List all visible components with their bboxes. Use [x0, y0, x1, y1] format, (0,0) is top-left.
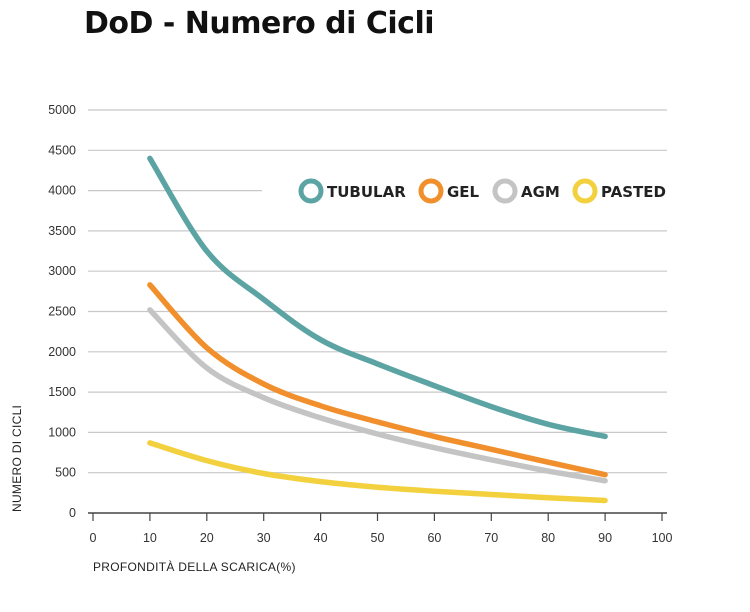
y-tick-label: 4000 — [48, 184, 76, 198]
legend-label-gel: GEL — [447, 183, 480, 201]
legend-label-agm: AGM — [521, 183, 560, 201]
y-tick-label: 2000 — [48, 345, 76, 359]
x-tick-label: 90 — [598, 531, 612, 545]
y-axis-title: NUMERO DI CICLI — [10, 405, 24, 512]
x-tick-label: 40 — [314, 531, 328, 545]
legend-marker-tubular — [298, 178, 324, 204]
y-tick-label: 5000 — [48, 103, 76, 117]
x-tick-label: 60 — [427, 531, 441, 545]
x-tick-label: 20 — [200, 531, 214, 545]
legend-label-pasted: PASTED — [601, 183, 666, 201]
y-tick-label: 500 — [55, 466, 76, 480]
grid-lines — [88, 109, 667, 474]
legend-background — [262, 176, 674, 208]
y-tick-label: 2500 — [48, 305, 76, 319]
x-tick-label: 70 — [484, 531, 498, 545]
series-line-agm — [147, 307, 608, 484]
y-tick-label: 0 — [69, 506, 76, 520]
legend-label-tubular: TUBULAR — [327, 183, 406, 201]
x-tick-label: 0 — [90, 531, 97, 545]
series-lines — [147, 155, 608, 504]
y-tick-label: 3000 — [48, 264, 76, 278]
x-tick-label: 80 — [541, 531, 555, 545]
legend-marker-agm — [492, 178, 518, 204]
series-line-tubular — [147, 155, 608, 440]
chart-title: DoD - Numero di Cicli — [84, 6, 435, 41]
legend: TUBULAR GEL AGM PASTED — [262, 176, 674, 208]
axes: 0500100015002000250030003500400045005000… — [48, 103, 672, 545]
series-line-gel — [147, 282, 608, 478]
legend-marker-pasted — [572, 178, 598, 204]
series-line-pasted — [147, 440, 608, 504]
x-tick-label: 10 — [143, 531, 157, 545]
y-tick-label: 1000 — [48, 425, 76, 439]
x-axis-title: PROFONDITÀ DELLA SCARICA(%) — [93, 559, 296, 574]
y-tick-label: 3500 — [48, 224, 76, 238]
legend-marker-gel — [418, 178, 444, 204]
y-tick-label: 4500 — [48, 143, 76, 157]
x-tick-label: 100 — [652, 531, 673, 545]
x-tick-label: 50 — [371, 531, 385, 545]
y-tick-label: 1500 — [48, 385, 76, 399]
x-tick-label: 30 — [257, 531, 271, 545]
